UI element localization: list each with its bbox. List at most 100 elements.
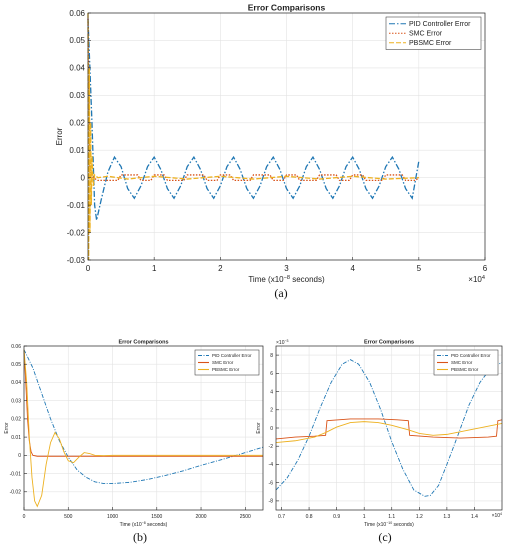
y-tick-label: 0.03 — [11, 398, 21, 404]
x-axis-label-exp: −8 — [284, 275, 290, 281]
x-axis-label-exp: −10 — [386, 521, 392, 525]
legend-label: SMC Error — [212, 360, 234, 365]
x-multiplier-base: ×10 — [468, 275, 482, 284]
chart-title: Error Comparisons — [118, 340, 168, 346]
x-multiplier-exp: 4 — [482, 275, 485, 281]
y-tick-label: -0.01 — [67, 201, 86, 210]
x-tick-label: 1.1 — [388, 514, 395, 520]
y-tick-label: 0.05 — [11, 362, 21, 368]
legend: PID Controller Error SMC Error PBSMC Error — [433, 349, 499, 376]
x-axis-label: Time (x10−10 seconds) — [364, 521, 414, 528]
y-tick-label: -4 — [269, 462, 274, 468]
x-tick-label: 1.4 — [471, 514, 478, 520]
y-tick-label: -0.02 — [67, 228, 86, 237]
x-tick-label: 1500 — [151, 514, 162, 520]
x-axis-label-main: Time (x10 — [364, 522, 386, 528]
x-multiplier-exp: 4 — [500, 512, 502, 516]
x-axis-label-exp: −8 — [142, 521, 146, 525]
y-tick-label: -8 — [269, 499, 274, 505]
y-tick-label: 0 — [81, 173, 86, 182]
legend-label: PBSMC Error — [212, 367, 240, 372]
series-line-pid-controller-error — [23, 349, 264, 485]
series-line-pid-controller-error — [87, 18, 420, 221]
y-tick-label: 0.05 — [69, 36, 85, 45]
x-axis-label: Time (x10−8 seconds) — [248, 275, 325, 284]
y-axis-label: Error — [4, 422, 10, 433]
legend-label: PID Controller Error — [212, 353, 252, 358]
y-tick-label: 4 — [270, 389, 273, 395]
y-tick-label: -0.02 — [10, 490, 22, 496]
x-tick-label: 1 — [363, 514, 366, 520]
x-tick-label: 500 — [64, 514, 73, 520]
y-tick-label: 6 — [270, 371, 273, 377]
chart-c: 0.7 0.8 0.9 1 1.1 1.2 1.3 1.4 -8 -6 -4 -2 0 2 4 6 8 Error… — [256, 339, 503, 544]
y-axis-label: Error — [256, 422, 262, 433]
y-tick-label: 0.04 — [69, 64, 85, 73]
x-tick-label: 1.3 — [443, 514, 450, 520]
x-axis-label-main: Time (x10 — [120, 522, 142, 528]
y-multiplier: ×10−3 — [276, 339, 289, 346]
y-tick-label: 2 — [270, 408, 273, 414]
y-tick-label: 0 — [18, 453, 21, 459]
y-tick-label: -2 — [269, 444, 274, 450]
y-tick-label: 0.04 — [11, 380, 21, 386]
x-tick-label: 0 — [23, 514, 26, 520]
x-axis-label-tail: seconds) — [146, 522, 168, 528]
legend-label: PBSMC Error — [409, 40, 452, 47]
series-line-pbsmc-error — [275, 421, 503, 444]
x-tick-label: 2 — [218, 264, 223, 273]
chart-b: 0 500 1000 1500 2000 2500 -0.02 -0.01 0 0.01 0.02 0… — [4, 340, 264, 544]
y-tick-label: 0.06 — [69, 9, 85, 18]
y-tick-label: 0 — [270, 426, 273, 432]
series-line-smc-error — [275, 418, 503, 440]
x-multiplier: ×104 — [492, 512, 502, 519]
y-tick-label: -0.01 — [10, 471, 22, 477]
x-axis-label-tail: seconds) — [392, 522, 414, 528]
x-tick-label: 1000 — [107, 514, 118, 520]
legend: PID Controller Error SMC Error PBSMC Error — [194, 349, 260, 376]
y-axis-label: Error — [55, 127, 64, 145]
x-axis-label: Time (x10−8 seconds) — [120, 521, 168, 528]
y-tick-label: 0.02 — [69, 119, 85, 128]
x-tick-label: 0 — [86, 264, 91, 273]
x-multiplier: ×104 — [468, 275, 485, 284]
x-tick-label: 5 — [417, 264, 422, 273]
series-line-pid-controller-error — [275, 359, 503, 497]
x-axis-label-main: Time (x10 — [248, 275, 284, 284]
legend-label: SMC Error — [409, 31, 443, 38]
y-tick-label: 8 — [270, 353, 273, 359]
chart-a: 0 1 2 3 4 5 6 -0.03 -0.02 -0.01 0 0.01 0.02 0.03 0.04 0… — [55, 3, 488, 301]
x-tick-label: 0.9 — [333, 514, 340, 520]
x-tick-label: 4 — [350, 264, 355, 273]
series-line-smc-error — [23, 349, 263, 457]
panel-label: (c) — [378, 530, 391, 544]
x-multiplier-base: ×10 — [492, 513, 501, 519]
legend-box — [385, 16, 482, 50]
y-tick-label: -6 — [269, 480, 274, 486]
y-multiplier-base: ×10 — [276, 340, 285, 346]
legend-label: PID Controller Error — [451, 353, 491, 358]
y-multiplier-exp: −3 — [284, 339, 288, 343]
chart-title: Error Comparisons — [248, 3, 326, 13]
y-tick-label: 0.02 — [11, 417, 21, 423]
x-tick-label: 1.2 — [416, 514, 423, 520]
x-tick-label: 0.7 — [278, 514, 285, 520]
legend-label: SMC Error — [451, 360, 473, 365]
legend: PID Controller Error SMC Error PBSMC Error — [385, 16, 482, 50]
x-axis-label-tail: seconds) — [290, 275, 325, 284]
panel-label: (b) — [133, 530, 147, 544]
y-tick-label: 0.01 — [69, 146, 85, 155]
y-tick-label: 0.01 — [11, 435, 21, 441]
panel-label: (a) — [274, 286, 287, 300]
series-line-pbsmc-error — [87, 12, 419, 261]
x-tick-label: 0.8 — [306, 514, 313, 520]
x-tick-label: 3 — [284, 264, 289, 273]
series-line-pbsmc-error — [23, 349, 263, 508]
y-tick-label: -0.03 — [67, 256, 86, 265]
y-tick-label: 0.06 — [11, 344, 21, 350]
legend-label: PID Controller Error — [409, 21, 471, 28]
y-tick-label: 0.03 — [69, 91, 85, 100]
series-line-smc-error — [87, 18, 420, 182]
x-tick-label: 2500 — [240, 514, 251, 520]
